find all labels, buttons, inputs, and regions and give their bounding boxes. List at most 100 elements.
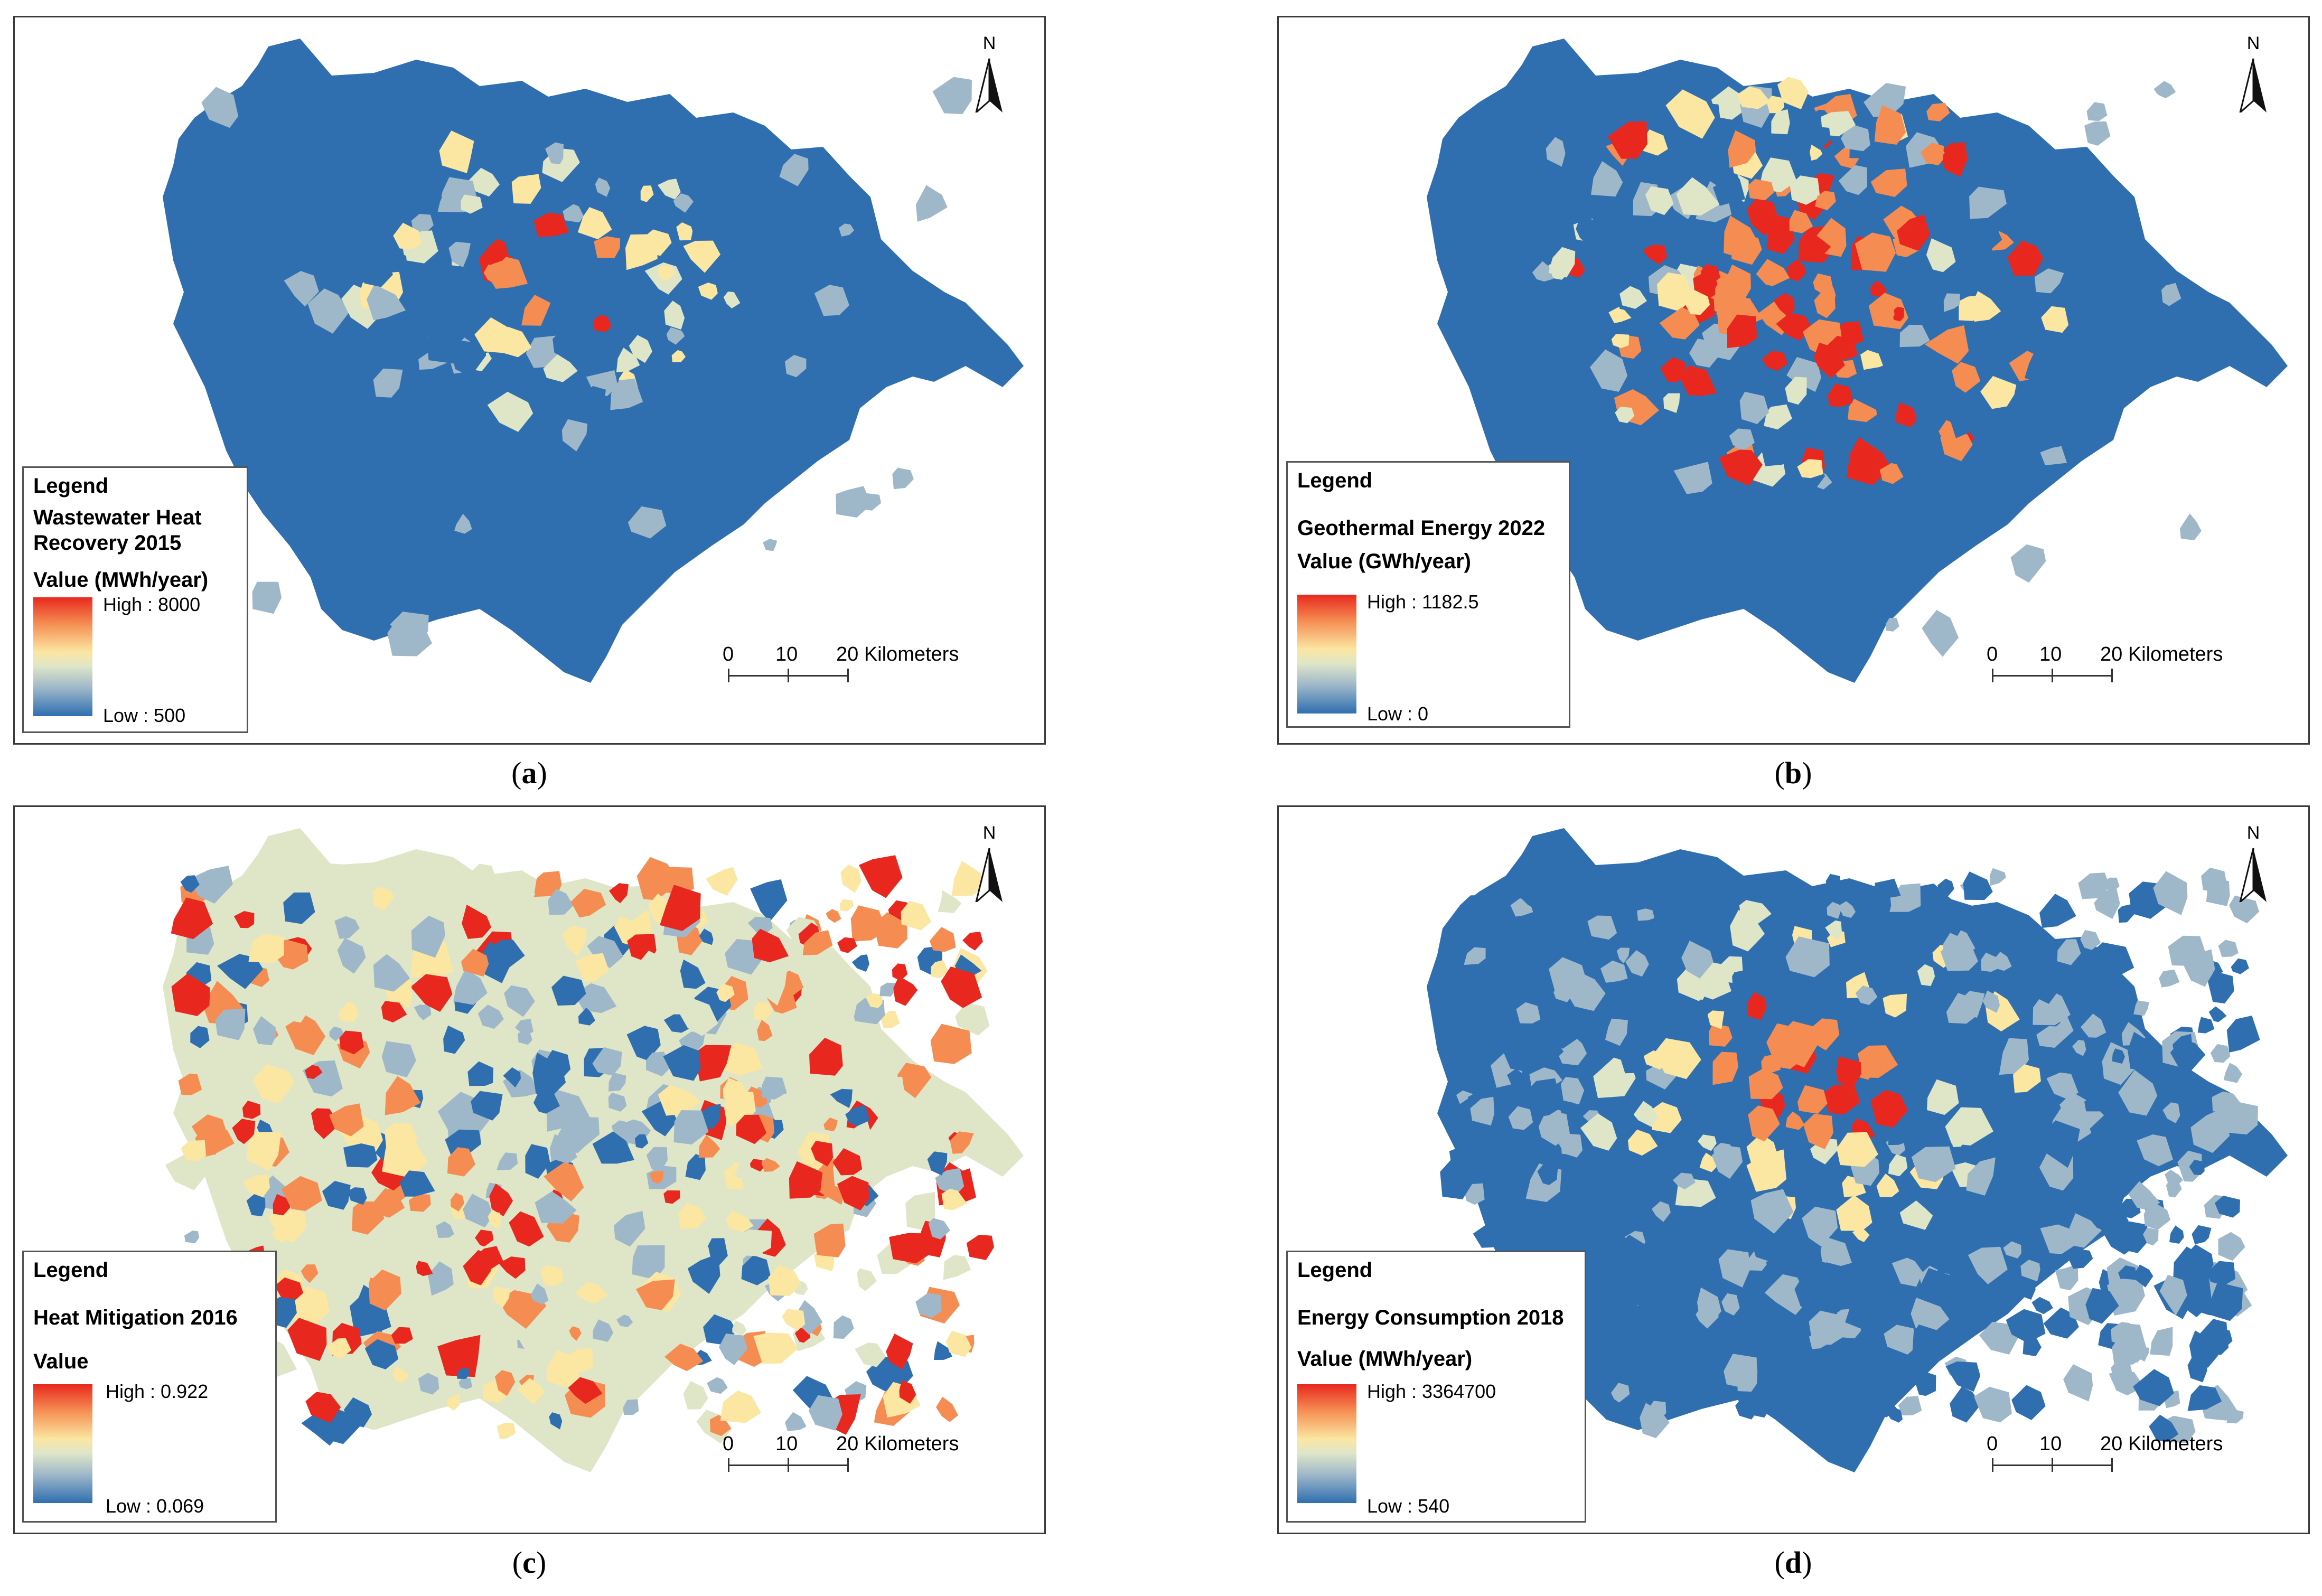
municipality-tile [736,1229,772,1256]
municipality-tile [458,1377,473,1390]
municipality-tile [732,1320,747,1336]
municipality-tile [1709,1023,1733,1047]
municipality-tile [594,236,621,258]
municipality-tile [242,1101,261,1119]
municipality-tile [393,222,422,250]
municipality-tile [608,1092,627,1112]
municipality-tile [2041,306,2069,333]
municipality-tile [463,1194,493,1228]
municipality-tile [1837,1132,1878,1167]
municipality-tile [569,1326,582,1341]
municipality-tile [595,177,611,197]
north-label: N [982,33,996,53]
municipality-tile [562,925,587,957]
municipality-tile [1825,920,1842,940]
municipality-tile [578,1007,595,1026]
legend-low-label: Low : 0 [1367,703,1429,725]
municipality-tile [462,905,492,939]
municipality-tile [1558,1133,1583,1158]
municipality-tile [1474,1005,1512,1041]
municipality-tile [587,936,623,968]
scale-bar: 0 10 20 Kilometers [723,1433,966,1480]
municipality-tile [1999,1038,2029,1075]
municipality-tile [1784,1373,1806,1391]
municipality-tile [762,1076,787,1100]
legend-low-label: Low : 540 [1367,1495,1450,1517]
municipality-tile [271,1227,289,1243]
municipality-tile [2170,1038,2206,1074]
municipality-tile [1943,293,1960,312]
municipality-tile [636,857,680,900]
municipality-tile [823,1118,838,1132]
municipality-tile [1858,1045,1898,1078]
municipality-tile [248,933,284,963]
municipality-tile [391,1327,413,1344]
municipality-tile [809,1037,843,1076]
municipality-tile [1981,952,2002,972]
municipality-tile [955,1002,989,1036]
municipality-tile [373,954,410,992]
municipality-tile [171,897,213,940]
municipality-tile [2161,283,2181,306]
municipality-tile [472,863,498,889]
municipality-tile [850,905,887,942]
municipality-tile [593,315,612,332]
municipality-tile [1809,1310,1846,1345]
municipality-tile [664,1344,704,1372]
municipality-tile [1777,77,1809,109]
scale-label-0: 0 [723,1433,734,1455]
municipality-tile [1515,954,1539,979]
municipality-tile [1690,982,1708,1000]
municipality-tile [217,954,264,989]
municipality-tile [857,1268,877,1291]
municipality-tile [698,283,718,300]
municipality-tile [1765,878,1786,906]
municipality-tile [1762,351,1788,371]
municipality-tile [593,1319,614,1342]
map-panel-d: Legend Energy Consumption 2018 Value (MW… [1277,805,2310,1534]
municipality-tile [1718,449,1763,486]
municipality-tile [1785,377,1807,405]
municipality-tile [1926,102,1950,121]
municipality-tile [614,1210,645,1247]
municipality-tile [1661,1131,1699,1166]
municipality-tile [1718,1312,1735,1334]
municipality-tile [540,1265,563,1287]
municipality-tile [372,886,394,911]
municipality-tile [1473,1217,1505,1248]
municipality-tile [381,1041,416,1077]
municipality-tile [943,1255,971,1280]
municipality-tile [2207,971,2234,1004]
municipality-tile [1641,129,1668,156]
municipality-tile [392,1366,410,1383]
region-outline [163,39,1024,683]
municipality-tile [1589,879,1617,913]
municipality-tile [1899,324,1930,348]
municipality-tile [408,1194,431,1212]
municipality-tile [1663,393,1680,413]
municipality-tile [1615,407,1635,424]
municipality-tile [544,1162,584,1201]
municipality-tile [938,890,962,913]
municipality-tile [1888,1126,1907,1146]
north-arrow-icon: N [971,823,1008,902]
municipality-tile [1825,874,1840,889]
municipality-tile [1776,313,1811,341]
municipality-tile [726,1210,754,1233]
municipality-tile [1810,144,1823,161]
municipality-tile [2081,1013,2106,1038]
municipality-tile [171,973,210,1016]
municipality-tile [1627,1129,1658,1156]
municipality-tile [1532,261,1553,282]
municipality-tile [814,1000,857,1043]
municipality-tile [492,1286,510,1308]
municipality-tile [814,285,849,316]
municipality-tile [687,1253,720,1294]
municipality-tile [428,277,450,298]
municipality-tile [2034,268,2064,294]
north-arrow-icon: N [971,33,1008,112]
municipality-tile [499,1256,526,1279]
municipality-tile [1846,366,1895,410]
municipality-tile [447,1147,476,1177]
municipality-tile [935,1168,965,1196]
